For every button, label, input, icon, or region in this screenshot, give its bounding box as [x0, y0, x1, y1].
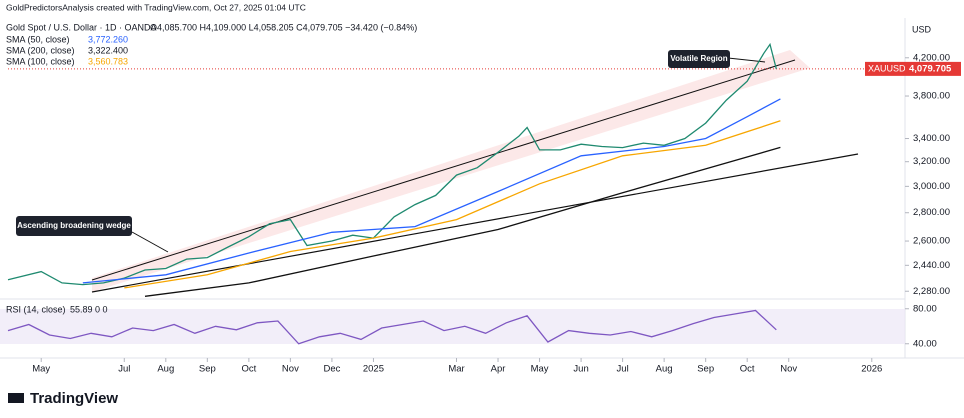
x-tick-label: Dec — [323, 364, 340, 375]
credit: GoldPredictorsAnalysis created with Trad… — [6, 2, 306, 12]
y-tick-label: 4,200.00 — [913, 52, 950, 63]
x-tick-label: Jul — [118, 364, 130, 375]
ticker-tag — [865, 61, 905, 76]
y-tick-label: 2,280.00 — [913, 286, 950, 297]
annotation: Ascending broadening wedge — [17, 221, 131, 230]
series-line — [82, 98, 781, 284]
annotation-arrow — [131, 231, 169, 253]
y-tick-label: 3,000.00 — [913, 181, 950, 192]
annotation-box — [668, 50, 730, 68]
x-tick-label: Jul — [617, 364, 629, 375]
x-tick-label: Mar — [448, 364, 464, 375]
series-line — [7, 42, 777, 286]
x-tick-label: Oct — [740, 364, 755, 375]
price-tag — [905, 61, 961, 76]
legend-name: SMA (50, close) — [6, 34, 70, 44]
y-tick-label: 2,800.00 — [913, 207, 950, 218]
currency: USD — [912, 24, 932, 34]
y-tick-label: 80.00 — [913, 303, 937, 314]
y-tick-label: 40.00 — [913, 338, 937, 349]
rsi-title: RSI (14, close) — [6, 304, 66, 314]
legend-value: 3,322.400 — [88, 45, 128, 55]
y-tick-label: 3,800.00 — [913, 91, 950, 102]
x-tick-label: Aug — [157, 364, 174, 375]
ticker: XAUUSD — [868, 63, 906, 73]
x-tick-label: May — [531, 364, 549, 375]
series-line — [144, 146, 781, 297]
x-tick-label: May — [32, 364, 50, 375]
x-tick-label: 2026 — [861, 364, 882, 375]
x-tick-label: Nov — [282, 364, 299, 375]
wedge-upper — [91, 59, 796, 281]
series-line — [7, 309, 777, 345]
symbol: Gold Spot / U.S. Dollar · 1D · OANDA — [6, 22, 157, 32]
legend-name: SMA (200, close) — [6, 45, 75, 55]
price-tag-label: 4,079.705 — [909, 63, 952, 74]
x-tick-label: Apr — [491, 364, 506, 375]
x-tick-label: Nov — [780, 364, 797, 375]
annotation: Volatile Region — [670, 54, 727, 63]
x-tick-label: Oct — [241, 364, 256, 375]
legend-value: 3,560.783 — [88, 56, 128, 66]
y-tick-label: 2,440.00 — [913, 260, 950, 271]
x-tick-label: Sep — [199, 364, 216, 375]
legend-value: 3,772.260 — [88, 34, 128, 44]
x-tick-label: 2025 — [363, 364, 384, 375]
rsi-values: 55.89 0 0 — [70, 304, 108, 314]
series-line — [124, 120, 781, 289]
wedge-lower — [91, 153, 859, 293]
x-tick-label: Jun — [573, 364, 588, 375]
x-tick-label: Aug — [656, 364, 673, 375]
x-tick-label: Sep — [697, 364, 714, 375]
logo: TradingView — [30, 390, 118, 407]
annotation-box — [16, 216, 132, 236]
y-tick-label: 3,400.00 — [913, 133, 950, 144]
logo-mark — [8, 393, 24, 403]
wedge-band — [92, 50, 810, 292]
y-tick-label: 2,600.00 — [913, 236, 950, 247]
ohlc: O4,085.700 H4,109.000 L4,058.205 C4,079.… — [150, 22, 417, 32]
legend-name: SMA (100, close) — [6, 56, 75, 66]
rsi-band — [0, 309, 905, 344]
y-tick-label: 3,200.00 — [913, 156, 950, 167]
